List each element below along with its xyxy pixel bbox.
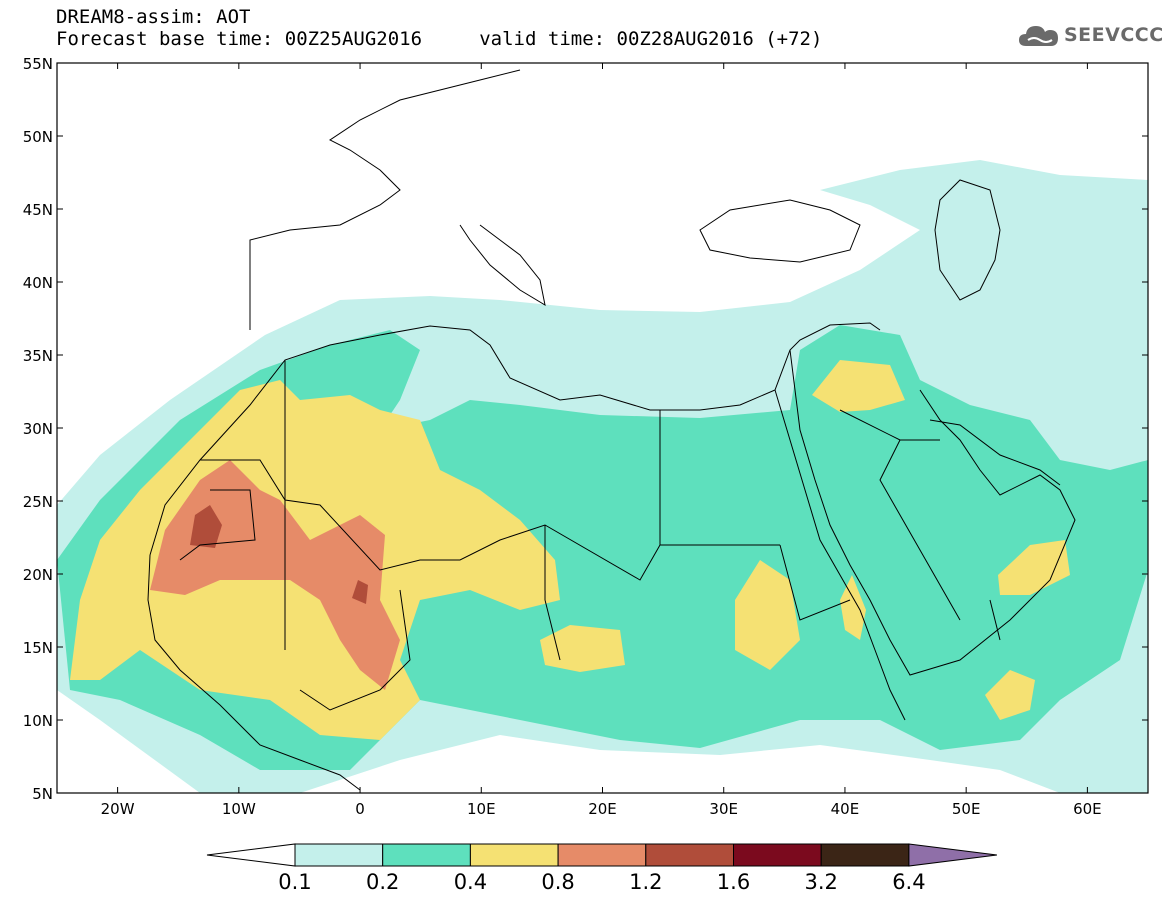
logo-text: SEEVCCC <box>1064 24 1164 46</box>
coastline-caspian <box>934 179 1001 301</box>
aot-contour-0.4-arabian-sea <box>985 670 1035 720</box>
forecast-time-line: Forecast base time: 00Z25AUG2016 valid t… <box>56 28 823 50</box>
lon-tick-label: 50E <box>952 800 981 818</box>
colorbar-low-arrow <box>206 843 296 867</box>
colorbar-label: 0.2 <box>366 870 399 894</box>
colorbar-label: 3.2 <box>804 870 837 894</box>
lat-tick-label: 5N <box>32 785 53 803</box>
coastlines-and-borders <box>147 69 1076 791</box>
aot-colorbar: 0.1 0.2 0.4 0.8 1.2 1.6 3.2 6.4 <box>206 843 997 894</box>
aot-contour-0.4-chad <box>540 625 625 672</box>
colorbar-box <box>733 843 822 867</box>
latitude-ticks: 55N 50N 45N 40N 35N 30N 25N 20N 15N 10N 5N <box>23 55 1148 803</box>
lon-tick-label: 20E <box>588 800 617 818</box>
coastline-black-sea <box>699 199 861 263</box>
coastline-africa-north <box>149 322 881 556</box>
colorbar-box <box>294 843 384 867</box>
aot-contour-0.4-sudan <box>735 560 800 670</box>
lon-tick-label: 10W <box>222 800 256 818</box>
lon-tick-label: 10E <box>467 800 496 818</box>
colorbar-box <box>469 843 559 867</box>
lon-tick-label: 20W <box>101 800 135 818</box>
coastline-europe <box>249 69 521 330</box>
aot-field <box>57 63 1148 793</box>
border-lines <box>179 360 1001 711</box>
lon-tick-label: 40E <box>831 800 860 818</box>
coastline-arabia <box>789 349 1076 676</box>
lat-tick-label: 50N <box>23 128 53 146</box>
product-title: DREAM8-assim: AOT <box>56 6 251 28</box>
coastline-red-sea-west <box>774 389 906 721</box>
lon-tick-label: 30E <box>709 800 738 818</box>
aot-contour-1.2-west <box>190 505 222 548</box>
lat-tick-label: 35N <box>23 347 53 365</box>
lon-tick-label: 0 <box>355 800 365 818</box>
colorbar-box <box>557 843 647 867</box>
colorbar-label: 6.4 <box>892 870 925 894</box>
lat-tick-label: 40N <box>23 274 53 292</box>
coastline-italy <box>459 224 546 307</box>
aot-contour-1.2-central <box>352 580 368 604</box>
colorbar-box <box>820 843 910 867</box>
lat-tick-label: 45N <box>23 201 53 219</box>
colorbar-box <box>382 843 471 867</box>
lat-tick-label: 25N <box>23 493 53 511</box>
map-header: DREAM8-assim: AOT Forecast base time: 00… <box>56 6 822 50</box>
aot-contour-0.4-red-sea <box>840 575 866 640</box>
colorbar-high-arrow <box>908 843 997 867</box>
lon-tick-label: 60E <box>1073 800 1102 818</box>
colorbar-label: 1.2 <box>629 870 662 894</box>
colorbar-label: 1.6 <box>717 870 750 894</box>
colorbar-label: 0.8 <box>541 870 574 894</box>
aot-contour-0.4-oman <box>998 540 1070 595</box>
colorbar-label: 0.4 <box>454 870 487 894</box>
lat-tick-label: 20N <box>23 566 53 584</box>
coastline-persian-gulf <box>929 419 1061 486</box>
lat-tick-label: 15N <box>23 639 53 657</box>
colorbar-box <box>645 843 734 867</box>
lat-tick-label: 55N <box>23 55 53 73</box>
seevccc-logo: SEEVCCC <box>1018 22 1164 48</box>
aot-contour-0.4-arabia-n <box>812 360 905 412</box>
colorbar-label: 0.1 <box>278 870 311 894</box>
coastline-west-africa <box>147 554 361 791</box>
lat-tick-label: 10N <box>23 712 53 730</box>
lat-tick-label: 30N <box>23 420 53 438</box>
cloud-logo-icon <box>1019 26 1058 46</box>
longitude-ticks: 20W 10W 0 10E 20E 30E 40E 50E 60E <box>101 63 1102 818</box>
